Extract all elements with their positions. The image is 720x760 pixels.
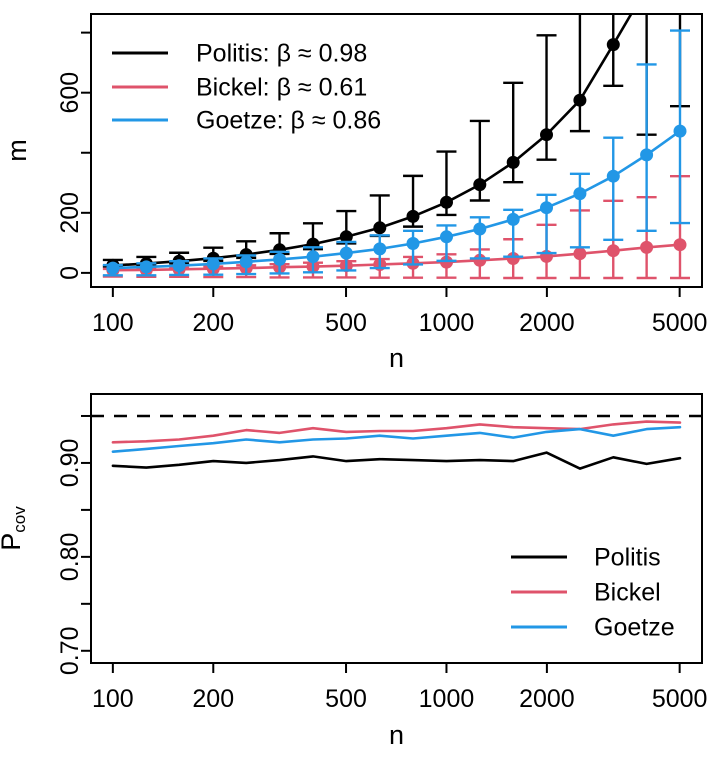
x-axis-title: n [389, 720, 404, 750]
legend-label-goetze: Goetze: β ≈ 0.86 [196, 107, 381, 135]
y-tick-label: 0.90 [56, 439, 84, 488]
goetze-point [506, 212, 520, 226]
politis-point [506, 155, 520, 169]
politis-series [102, 15, 690, 272]
x-axis-title: n [389, 343, 404, 373]
bottom-chart: 100 200 500 1000 2000 5000 0.70 0.80 0.90 n Pcov Po… [0, 393, 708, 750]
bickel-point [606, 244, 620, 258]
politis-point [373, 221, 387, 235]
bickel-series [111, 420, 682, 444]
bottom-legend: Politis Bickel Goetze [511, 544, 675, 642]
bickel-point [506, 252, 520, 265]
x-tick-label: 100 [92, 685, 134, 713]
y-tick-label: 0 [56, 266, 84, 280]
y-tick-label: 200 [56, 192, 84, 234]
plot-box [90, 13, 703, 288]
x-tick-label: 1000 [419, 309, 475, 337]
x-tick-label: 5000 [652, 685, 708, 713]
goetze-point [239, 255, 253, 269]
y-tick-label: 0.80 [56, 533, 84, 582]
politis-line [111, 451, 682, 470]
goetze-point [606, 169, 620, 183]
y-axis-title: m [2, 139, 32, 162]
goetze-point [373, 242, 387, 256]
politis-point [473, 178, 487, 192]
goetze-point [139, 260, 153, 274]
legend-label-goetze: Goetze [594, 614, 675, 642]
goetze-point [306, 250, 320, 264]
plot-area [102, 15, 690, 280]
x-tick-label: 100 [92, 309, 134, 337]
goetze-point [473, 222, 487, 236]
legend-label-politis: Politis: β ≈ 0.98 [196, 40, 367, 68]
politis-point [606, 38, 620, 52]
x-tick-label: 5000 [652, 309, 708, 337]
politis-point [573, 93, 587, 107]
goetze-point [640, 148, 654, 162]
bickel-line [111, 420, 682, 444]
goetze-point [206, 257, 220, 271]
politis-series [111, 451, 682, 470]
bickel-point [640, 240, 654, 254]
politis-point [540, 128, 553, 142]
plot-box [90, 393, 703, 664]
legend-label-politis: Politis [594, 544, 661, 572]
goetze-point [440, 230, 453, 244]
x-tick-label: 200 [192, 685, 234, 713]
y-tick-label: 600 [56, 72, 84, 114]
y-axis-title: Pcov [0, 506, 29, 551]
goetze-point [573, 187, 587, 201]
politis-point [339, 230, 353, 244]
plot-area [111, 420, 682, 470]
goetze-line [111, 129, 682, 270]
politis-point [406, 209, 420, 223]
legend-label-bickel: Bickel [594, 579, 661, 607]
goetze-point [406, 237, 420, 250]
goetze-line [111, 425, 682, 454]
goetze-point [673, 124, 687, 138]
goetze-point [273, 252, 287, 266]
politis-point [440, 195, 453, 209]
bickel-series [102, 174, 690, 280]
x-tick-label: 200 [192, 309, 234, 337]
top-chart: 100 200 500 1000 2000 5000 0 200 600 n m Politis: β… [2, 13, 708, 373]
goetze-point [540, 201, 553, 215]
top-legend: Politis: β ≈ 0.98 Bickel: β ≈ 0.61 Goetze:… [112, 40, 381, 135]
bickel-line [111, 243, 682, 272]
x-tick-label: 500 [325, 685, 367, 713]
x-tick-label: 500 [325, 309, 367, 337]
goetze-point [339, 246, 353, 260]
y-tick-label: 0.70 [56, 626, 84, 675]
x-tick-label: 2000 [519, 685, 575, 713]
goetze-series [111, 425, 682, 454]
goetze-point [106, 261, 120, 275]
x-tick-label: 2000 [519, 309, 575, 337]
legend-label-bickel: Bickel: β ≈ 0.61 [196, 74, 367, 102]
x-tick-label: 1000 [419, 685, 475, 713]
bickel-point [473, 253, 487, 267]
bickel-point [573, 247, 587, 261]
bickel-point [440, 255, 453, 269]
goetze-point [172, 259, 186, 273]
bickel-point [673, 238, 687, 252]
goetze-series [102, 29, 690, 277]
